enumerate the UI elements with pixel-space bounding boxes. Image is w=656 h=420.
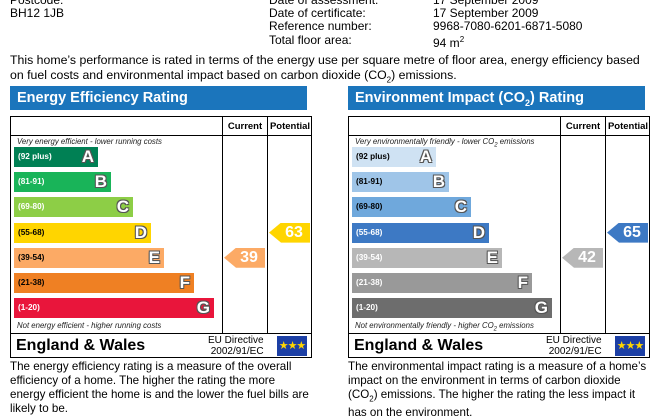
energy-description: The energy efficiency rating is a measur… <box>10 360 309 415</box>
energy-potential-header: Potential <box>269 121 311 132</box>
energy-current-header: Current <box>227 121 263 132</box>
postcode-value: BH12 1JB <box>10 6 65 20</box>
energy-potential-rating: 63 <box>269 222 310 243</box>
environment-band-range: (81-91) <box>356 177 383 187</box>
energy-band-g: (1-20) G <box>14 298 214 319</box>
environment-eu-directive: EU Directive 2002/91/EC <box>546 335 602 357</box>
environment-country: England & Wales <box>354 337 484 354</box>
energy-band-letter: B <box>94 172 107 192</box>
energy-band-range: (55-68) <box>18 227 45 237</box>
energy-band-c: (69-80) C <box>14 197 133 218</box>
energy-current-rating: 39 <box>224 247 265 268</box>
eu-flag-icon: ★★★ <box>277 336 307 356</box>
environment-band-f: (21-38) F <box>352 273 532 293</box>
environment-band-range: (92 plus) <box>356 152 390 161</box>
energy-band-b: (81-91) B <box>14 172 111 193</box>
environment-band-b: (81-91) B <box>352 172 449 193</box>
energy-rating-chart: Current Potential Very energy efficient … <box>10 116 312 334</box>
energy-band-f: (21-38) F <box>14 273 194 293</box>
energy-band-range: (39-54) <box>18 252 45 262</box>
energy-band-letter: A <box>81 147 94 166</box>
energy-bottom-note: Not energy efficient - higher running co… <box>17 321 162 330</box>
environment-band-range: (39-54) <box>356 252 383 262</box>
energy-band-letter: C <box>116 197 129 217</box>
energy-rating-title: Energy Efficiency Rating <box>10 86 307 110</box>
postcode-label: Postcode: <box>10 0 64 7</box>
intro-text: This home’s performance is rated in term… <box>10 53 640 85</box>
environment-band-range: (69-80) <box>356 202 383 212</box>
environment-band-letter: G <box>534 298 548 318</box>
environment-band-range: (21-38) <box>356 278 383 287</box>
environment-band-range: (55-68) <box>356 227 383 237</box>
energy-country: England & Wales <box>16 337 146 354</box>
total-floor-area-value: 94 m2 <box>433 35 465 50</box>
environment-current-header: Current <box>565 121 601 132</box>
environment-band-letter: F <box>517 273 528 292</box>
environment-band-letter: C <box>454 197 467 217</box>
date-of-assessment-value: 17 September 2009 <box>433 0 539 7</box>
energy-band-range: (81-91) <box>18 177 45 187</box>
environment-band-letter: A <box>419 147 432 166</box>
energy-band-range: (69-80) <box>18 202 45 212</box>
environment-bottom-note: Not environmentally friendly - higher CO… <box>355 321 534 333</box>
energy-band-range: (92 plus) <box>18 152 52 161</box>
environment-rating-title: Environment Impact (CO2) Rating <box>348 86 645 110</box>
energy-band-a: (92 plus) A <box>14 147 98 167</box>
environment-rating-chart: Current Potential Very environmentally f… <box>348 116 650 334</box>
energy-top-note: Very energy efficient - lower running co… <box>17 137 162 146</box>
total-floor-area-label: Total floor area: <box>269 33 352 47</box>
date-of-certificate-label: Date of certificate: <box>269 6 366 20</box>
energy-eu-directive: EU Directive 2002/91/EC <box>208 335 264 357</box>
environment-band-letter: D <box>472 222 485 242</box>
energy-band-d: (55-68) D <box>14 222 151 243</box>
environment-band-range: (1-20) <box>356 303 378 313</box>
environment-potential-header: Potential <box>607 121 649 132</box>
environment-band-e: (39-54) E <box>352 247 502 268</box>
environment-band-g: (1-20) G <box>352 298 552 319</box>
reference-number-value: 9968-7080-6201-6871-5080 <box>433 19 583 33</box>
environment-band-a: (92 plus) A <box>352 147 436 167</box>
energy-band-letter: E <box>148 247 160 267</box>
eu-flag-icon: ★★★ <box>615 336 645 356</box>
energy-footer: England & Wales EU Directive 2002/91/EC … <box>10 334 312 358</box>
energy-band-letter: D <box>134 222 147 242</box>
environment-current-rating: 42 <box>562 247 603 268</box>
energy-band-letter: F <box>179 273 190 292</box>
date-of-certificate-value: 17 September 2009 <box>433 6 539 20</box>
reference-number-label: Reference number: <box>269 19 372 33</box>
energy-band-letter: G <box>196 298 210 318</box>
date-of-assessment-label: Date of assessment: <box>269 0 379 7</box>
environment-band-c: (69-80) C <box>352 197 471 218</box>
environment-potential-rating: 65 <box>607 222 648 243</box>
environment-top-note: Very environmentally friendly - lower CO… <box>355 137 535 149</box>
environment-band-d: (55-68) D <box>352 222 489 243</box>
energy-band-e: (39-54) E <box>14 247 164 268</box>
energy-band-range: (1-20) <box>18 303 40 313</box>
energy-band-range: (21-38) <box>18 278 45 287</box>
environment-footer: England & Wales EU Directive 2002/91/EC … <box>348 334 650 358</box>
environment-description: The environmental impact rating is a mea… <box>348 360 647 420</box>
environment-band-letter: B <box>432 172 445 192</box>
environment-band-letter: E <box>486 247 498 267</box>
